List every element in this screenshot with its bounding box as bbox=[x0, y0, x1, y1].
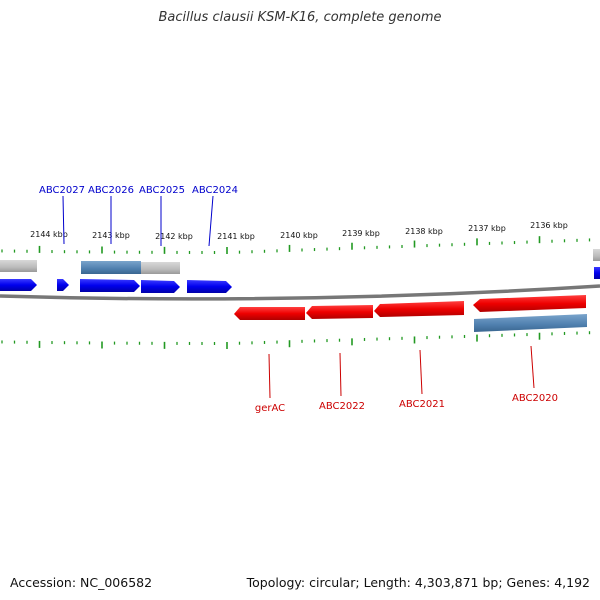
gene-label[interactable]: gerAC bbox=[255, 403, 285, 414]
gene-label[interactable]: ABC2027 bbox=[39, 185, 85, 196]
forward-gene-arrow[interactable] bbox=[57, 279, 69, 291]
lower-cds-track bbox=[474, 314, 587, 332]
scale-label: 2142 kbp bbox=[155, 232, 193, 241]
scale-label: 2136 kbp bbox=[530, 221, 568, 230]
genome-summary-text: Topology: circular; Length: 4,303,871 bp… bbox=[246, 575, 590, 590]
reverse-gene-arrow[interactable] bbox=[374, 301, 464, 317]
genome-title: Bacillus clausii KSM-K16, complete genom… bbox=[158, 10, 442, 25]
cds-feature[interactable] bbox=[0, 260, 37, 272]
scale-label: 2144 kbp bbox=[30, 230, 68, 239]
genome-backbone bbox=[0, 284, 600, 301]
reverse-gene-labels: gerAC ABC2022 ABC2021 ABC2020 bbox=[255, 345, 558, 414]
reverse-gene-arrow[interactable] bbox=[306, 305, 373, 319]
cds-feature[interactable] bbox=[81, 261, 141, 274]
gene-label[interactable]: ABC2026 bbox=[88, 185, 134, 196]
forward-gene-arrow[interactable] bbox=[80, 279, 140, 292]
forward-gene-labels: ABC2027 ABC2026 ABC2025 ABC2024 bbox=[39, 185, 238, 247]
cds-feature[interactable] bbox=[474, 314, 587, 332]
label-leader-line bbox=[530, 345, 535, 389]
gene-label[interactable]: ABC2022 bbox=[319, 401, 365, 412]
accession-text: Accession: NC_006582 bbox=[10, 575, 153, 590]
cds-feature[interactable] bbox=[141, 262, 180, 274]
scale-label: 2137 kbp bbox=[468, 224, 506, 233]
forward-gene-arrow[interactable] bbox=[187, 280, 232, 293]
scale-label: 2141 kbp bbox=[217, 232, 255, 241]
label-leader-line bbox=[419, 349, 423, 395]
cds-feature[interactable] bbox=[593, 249, 600, 261]
reverse-gene-arrow[interactable] bbox=[473, 295, 586, 312]
upper-cds-track bbox=[0, 249, 600, 274]
label-leader-line bbox=[339, 352, 342, 397]
gene-label[interactable]: ABC2021 bbox=[399, 399, 445, 410]
lower-tick-row bbox=[1, 331, 591, 349]
scale-label: 2138 kbp bbox=[405, 227, 443, 236]
label-leader-line bbox=[268, 353, 271, 399]
forward-gene-track bbox=[0, 267, 600, 293]
gene-label[interactable]: ABC2020 bbox=[512, 393, 558, 404]
label-leader-line bbox=[208, 195, 214, 247]
forward-gene-arrow[interactable] bbox=[141, 280, 180, 293]
upper-tick-row bbox=[1, 236, 591, 254]
gene-label[interactable]: ABC2025 bbox=[139, 185, 185, 196]
forward-gene-arrow[interactable] bbox=[0, 279, 37, 291]
gene-label[interactable]: ABC2024 bbox=[192, 185, 238, 196]
scale-label: 2140 kbp bbox=[280, 231, 318, 240]
forward-gene-arrow[interactable] bbox=[594, 267, 600, 279]
scale-label: 2139 kbp bbox=[342, 229, 380, 238]
reverse-gene-arrow[interactable] bbox=[234, 307, 305, 320]
label-leader-line bbox=[62, 195, 65, 245]
reverse-gene-track bbox=[234, 295, 586, 320]
